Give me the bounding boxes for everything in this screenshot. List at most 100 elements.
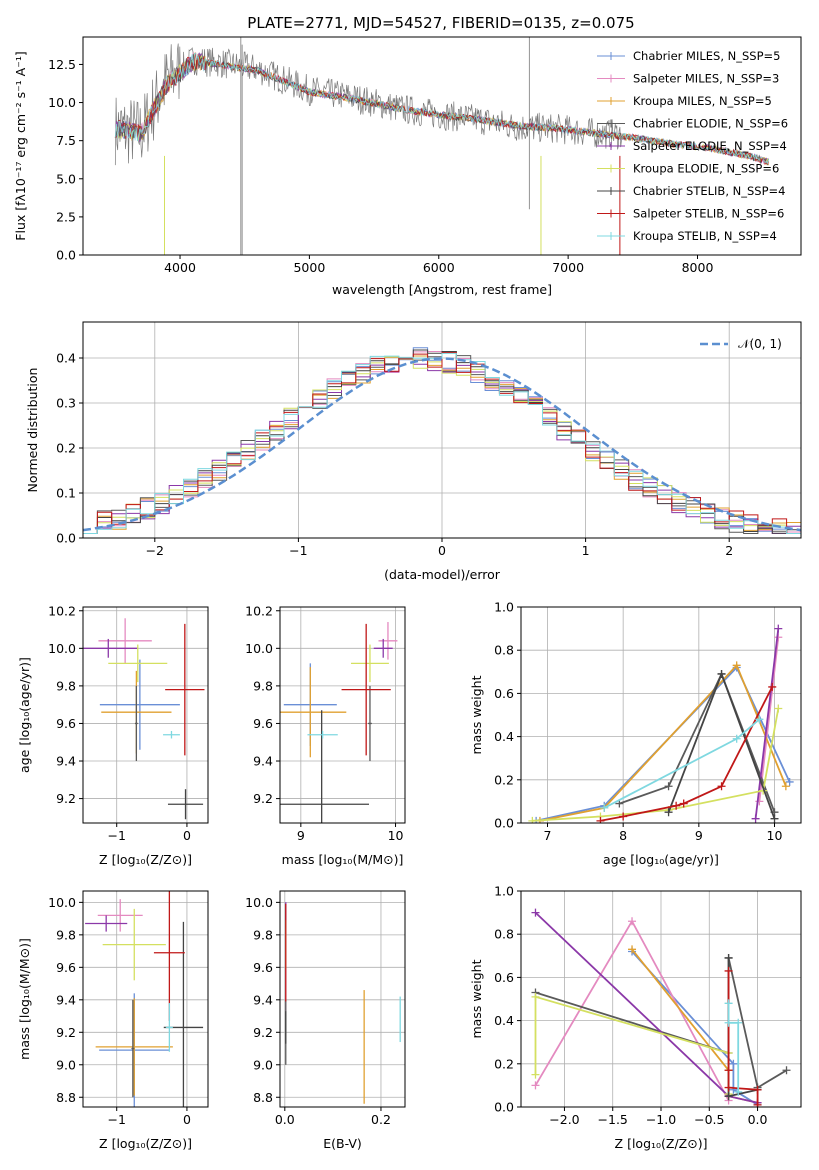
spectrum: 4000 5000 6000 7000 8000 0.0 2.5 5.0 7.5 10.0 12.5… (13, 36, 802, 297)
metal_weights-marker-1-0 (531, 1081, 540, 1090)
ebv_vs_mass-border (279, 890, 406, 1108)
metal_weights-plot-area (531, 908, 791, 1107)
mass_vs_age-errbar-5 (351, 644, 389, 683)
mass_vs_age-errbar-3 (368, 685, 372, 762)
metal_weights-marker-5-0 (531, 1070, 540, 1079)
age_weights-marker-0-3 (785, 777, 794, 786)
spectrum-frame: 4000 5000 6000 7000 8000 0.0 2.5 5.0 7.5 10.0 12.5 (48, 36, 802, 275)
residual-hist-ytick-label-0: 0.0 (56, 531, 76, 546)
spectrum-ytick-label-0: 0.0 (56, 248, 76, 263)
metal_weights-ytick-label-3: 0.6 (494, 970, 514, 985)
metal_weights-grid (521, 890, 801, 1108)
spectrum-ytick-label-4: 10.0 (48, 95, 76, 110)
residual-hist-xtick-label-0: −2 (146, 543, 164, 558)
residual-hist-xtick-label-4: 2 (725, 543, 733, 558)
age_weights-marker-7-4 (717, 782, 726, 791)
age_weights-marker-7-2 (672, 801, 681, 810)
age_weights-marker-2-2 (732, 661, 741, 670)
spectrum-xtick-label-2: 6000 (423, 260, 455, 275)
residual-hist: −2 −1 0 1 2 0.0 0.1 0.2 0.3 0.4 (data-model)/error… (25, 321, 802, 582)
legend-label-7: Salpeter STELIB, N_SSP=6 (633, 207, 784, 221)
metal_weights-marker-3-4 (782, 1066, 791, 1075)
mass_vs_age-errbar-6 (280, 710, 370, 823)
age_weights-xtick-label-3: 10 (767, 828, 783, 843)
metal_weights: −2.0 −1.5 −1.0 −0.5 0.0 0.0 0.2 0.4 0.6 0.8 1.0 Z [… (469, 884, 802, 1151)
z_vs_age-errbar-3 (134, 685, 138, 762)
mass_vs_age-xlabel: mass [log₁₀(M/M⊙)] (282, 852, 404, 867)
z_vs_age-ytick-label-2: 9.6 (56, 716, 76, 731)
age_weights-xtick-label-2: 9 (695, 828, 703, 843)
metal_weights-ytick-label-2: 0.4 (494, 1013, 514, 1028)
age_weights-series-1 (758, 637, 780, 802)
age_weights-marker-7-1 (619, 812, 628, 821)
age_weights-marker-6-2 (770, 814, 779, 823)
residual-hist-ytick-label-3: 0.3 (56, 396, 76, 411)
mass_vs_age-ytick-label-5: 10.2 (245, 603, 273, 618)
mass_vs_age-border (279, 606, 406, 824)
age_weights-series-4 (754, 628, 780, 819)
metal_weights-xtick-label-4: 0.0 (748, 1112, 768, 1127)
metal_weights-marker-8-1 (724, 1018, 733, 1027)
metal_weights-series-4 (534, 911, 758, 1104)
mass_vs_age-errbar-1 (378, 622, 398, 660)
age_weights-ytick-label-0: 0.0 (494, 816, 514, 831)
z_vs_mass-ytick-label-5: 9.8 (56, 927, 76, 942)
legend-label-2: Kroupa MILES, N_SSP=5 (633, 94, 772, 108)
z_vs_age-errbar-6 (167, 789, 204, 820)
age_weights-marker-5-0 (528, 816, 537, 823)
age_weights-ytick-label-1: 0.2 (494, 772, 514, 787)
ebv_vs_mass: 0.0 0.2 8.8 9.0 9.2 9.4 9.6 9.8 10.0 E(B-V) (245, 890, 406, 1151)
spectrum-xtick-label-4: 8000 (682, 260, 714, 275)
metal_weights-marker-1-1 (628, 917, 637, 926)
z_vs_mass: −1 0 8.8 9.0 9.2 9.4 9.6 9.8 10.0 Z [log₁₀(Z/Z⊙)]… (17, 890, 209, 1151)
z_vs_age-ytick-label-0: 9.2 (56, 791, 76, 806)
z_vs_mass-frame: −1 0 8.8 9.0 9.2 9.4 9.6 9.8 10.0 (48, 890, 209, 1127)
metal_weights-marker-7-1 (724, 1066, 733, 1075)
z_vs_mass-errbar-1 (97, 899, 143, 932)
mass_vs_age-errbar-2 (280, 667, 347, 758)
age_weights-series-7 (600, 686, 774, 822)
age_weights-series-8 (603, 718, 760, 809)
legend-label-4: Salpeter ELODIE, N_SSP=4 (633, 139, 787, 153)
residual-hist-xtick-label-2: 0 (438, 543, 446, 558)
age_weights-marker-7-3 (679, 799, 688, 808)
age_weights-xtick-label-0: 7 (544, 828, 552, 843)
z_vs_age-plot-area (83, 618, 205, 820)
age_weights-marker-8-0 (600, 803, 609, 812)
metal_weights-marker-6-1 (724, 1092, 733, 1101)
metal_weights-marker-5-1 (531, 992, 540, 1001)
residual-hist-frame: −2 −1 0 1 2 0.0 0.1 0.2 0.3 0.4 (56, 321, 802, 558)
age_weights-marker-8-1 (732, 734, 741, 743)
ebv_vs_mass-xtick-label-1: 0.2 (371, 1112, 391, 1127)
spectrum-legend: Chabrier MILES, N_SSP=5 Salpeter MILES, N… (597, 49, 788, 243)
z_vs_age-ytick-label-4: 10.0 (48, 641, 76, 656)
z_vs_age: −1 0 9.2 9.4 9.6 9.8 10.0 10.2 Z [log₁₀(Z/Z⊙)] ag… (17, 603, 209, 867)
metal_weights-marker-0-1 (729, 1059, 738, 1068)
age_weights-marker-8-2 (755, 715, 764, 724)
spectrum-ytick-label-5: 12.5 (48, 57, 76, 72)
age_weights-marker-4-1 (774, 624, 783, 633)
ebv_vs_mass-plot-area (285, 902, 401, 1104)
residual-hist-ylabel: Normed distribution (25, 368, 40, 493)
spectrum-ytick-label-3: 7.5 (56, 133, 76, 148)
z_vs_age-errbar-1 (98, 618, 152, 664)
metal_weights-series-0 (631, 950, 759, 1106)
spectrum-xtick-label-1: 5000 (293, 260, 325, 275)
z_vs_mass-ytick-label-2: 9.2 (56, 1025, 76, 1040)
metal_weights-marker-2-0 (628, 945, 637, 954)
metal_weights-ytick-label-5: 1.0 (494, 884, 514, 899)
mass_vs_age-xtick-label-1: 10 (388, 828, 404, 843)
metal_weights-ytick-label-4: 0.8 (494, 927, 514, 942)
z_vs_mass-border (82, 890, 209, 1108)
age_weights-border (520, 606, 802, 824)
mass_vs_age: 9 10 9.2 9.4 9.6 9.8 10.0 10.2 mass [log₁₀(M/M⊙)… (245, 603, 406, 867)
residual-hist-ytick-label-2: 0.2 (56, 441, 76, 456)
z_vs_age-ytick-label-3: 9.8 (56, 678, 76, 693)
residual-hist-xtick-label-3: 1 (582, 543, 590, 558)
z_vs_age-errbar-0 (99, 659, 180, 750)
spectrum-xlabel: wavelength [Angstrom, rest frame] (332, 282, 552, 297)
gaussian-curve (83, 357, 801, 532)
spectrum-plot-area (114, 37, 769, 255)
metal_weights-ytick-label-1: 0.2 (494, 1056, 514, 1071)
